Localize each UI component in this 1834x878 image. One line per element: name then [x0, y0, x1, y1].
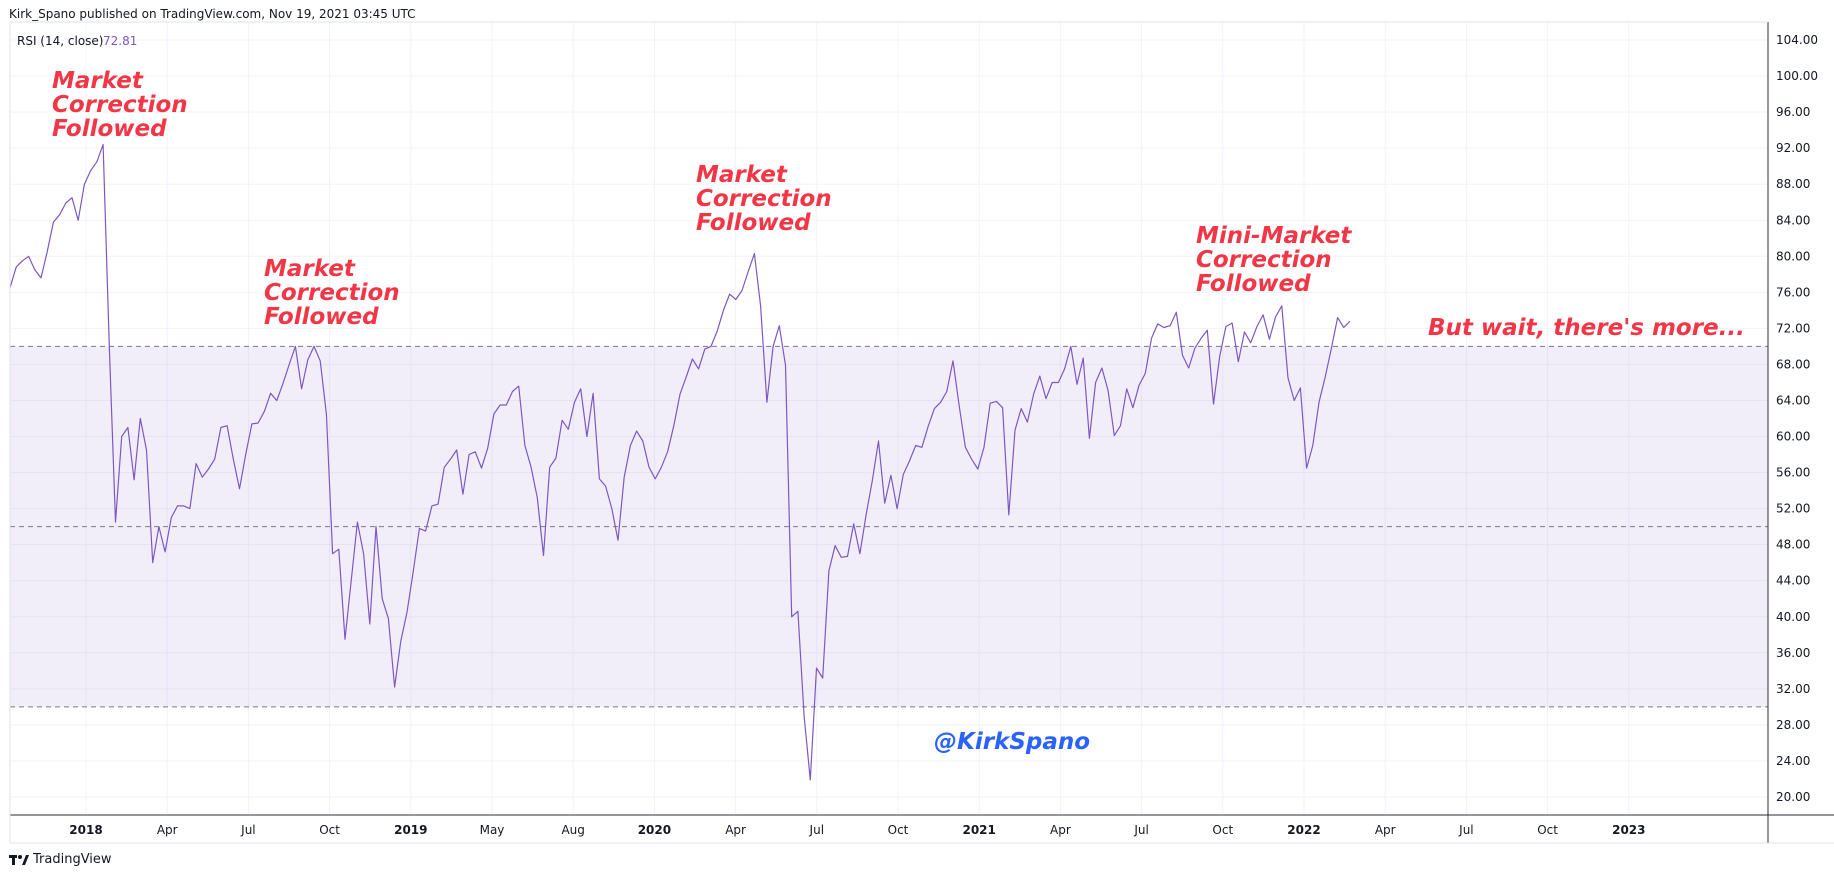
y-tick-label: 20.00 [1776, 790, 1810, 804]
annotation-3: Market Correction Followed [696, 162, 832, 236]
annotation-4-line-3: Followed [1196, 271, 1311, 297]
grid-lines [10, 22, 1768, 815]
x-tick-label: Jul [809, 823, 824, 837]
annotation-4-line-1: Mini-Market [1196, 223, 1352, 249]
annotation-3-line-2: Correction [696, 186, 832, 212]
y-tick-label: 104.00 [1776, 33, 1818, 47]
y-tick-label: 28.00 [1776, 718, 1810, 732]
y-tick-label: 76.00 [1776, 285, 1810, 299]
y-tick-label: 92.00 [1776, 141, 1810, 155]
published-by-text: Kirk_Spano published on TradingView.com,… [9, 7, 416, 21]
x-tick-label: Oct [1537, 823, 1558, 837]
annotation-3-line-3: Followed [696, 210, 811, 236]
y-tick-label: 64.00 [1776, 393, 1810, 407]
x-tick-label: Apr [725, 823, 746, 837]
annotation-1-line-1: Market [52, 68, 144, 94]
y-tick-label: 44.00 [1776, 574, 1810, 588]
y-tick-label: 80.00 [1776, 249, 1810, 263]
x-tick-label: Aug [561, 823, 584, 837]
y-tick-label: 56.00 [1776, 466, 1810, 480]
footer: TradingView [9, 852, 112, 867]
annotation-1: Market Correction Followed [52, 68, 188, 142]
annotation-1-line-3: Followed [52, 116, 167, 142]
y-tick-label: 88.00 [1776, 177, 1810, 191]
tradingview-logo-icon[interactable] [9, 854, 29, 866]
y-tick-label: 60.00 [1776, 430, 1810, 444]
y-tick-label: 72.00 [1776, 321, 1810, 335]
x-tick-label: Jul [1133, 823, 1148, 837]
x-tick-label: 2022 [1287, 823, 1320, 837]
x-tick-label: Jul [1458, 823, 1473, 837]
footer-brand[interactable]: TradingView [33, 852, 112, 867]
x-tick-label: Oct [319, 823, 340, 837]
y-tick-label: 68.00 [1776, 357, 1810, 371]
x-tick-label: Apr [157, 823, 178, 837]
annotation-2-line-1: Market [264, 256, 356, 282]
x-tick-label: Jul [240, 823, 255, 837]
annotation-2-line-3: Followed [264, 304, 379, 330]
x-tick-label: 2023 [1612, 823, 1645, 837]
annotation-5: But wait, there's more... [1428, 315, 1745, 341]
x-tick-label: May [480, 823, 505, 837]
annotation-2-line-2: Correction [264, 280, 400, 306]
y-tick-label: 24.00 [1776, 754, 1810, 768]
rsi-line[interactable] [9, 144, 1351, 781]
y-tick-label: 84.00 [1776, 213, 1810, 227]
author-watermark: @KirkSpano [934, 729, 1090, 755]
y-tick-label: 36.00 [1776, 646, 1810, 660]
x-tick-label: 2018 [69, 823, 102, 837]
indicator-label[interactable]: RSI (14, close) [17, 34, 103, 48]
rsi-band [10, 345, 1768, 708]
annotation-4: Mini-Market Correction Followed [1196, 223, 1352, 297]
y-tick-label: 32.00 [1776, 682, 1810, 696]
indicator-value: 72.81 [103, 34, 137, 48]
annotation-2: Market Correction Followed [264, 256, 400, 330]
x-tick-label: Oct [888, 823, 909, 837]
rsi-series[interactable] [9, 144, 1351, 781]
x-tick-label: Oct [1212, 823, 1233, 837]
annotation-1-line-2: Correction [52, 92, 188, 118]
rsi-band-fill [10, 346, 1768, 707]
y-tick-label: 48.00 [1776, 538, 1810, 552]
y-tick-label: 40.00 [1776, 610, 1810, 624]
x-tick-label: Apr [1050, 823, 1071, 837]
x-tick-label: 2021 [962, 823, 995, 837]
y-tick-label: 100.00 [1776, 69, 1818, 83]
x-tick-label: 2020 [638, 823, 671, 837]
y-tick-label: 96.00 [1776, 105, 1810, 119]
y-tick-label: 52.00 [1776, 502, 1810, 516]
x-axis-ticks: 2018 Apr Jul Oct 2019 May Aug 2020 Apr Jul Oct 2021… [69, 823, 1645, 837]
y-axis-ticks: 104.00 100.00 96.00 92.00 88.00 84.00 80.00 76.… [1776, 33, 1818, 804]
x-tick-label: 2019 [394, 823, 427, 837]
annotation-3-line-1: Market [696, 162, 788, 188]
axes [9, 21, 1834, 844]
x-tick-label: Apr [1375, 823, 1396, 837]
annotation-4-line-2: Correction [1196, 247, 1332, 273]
